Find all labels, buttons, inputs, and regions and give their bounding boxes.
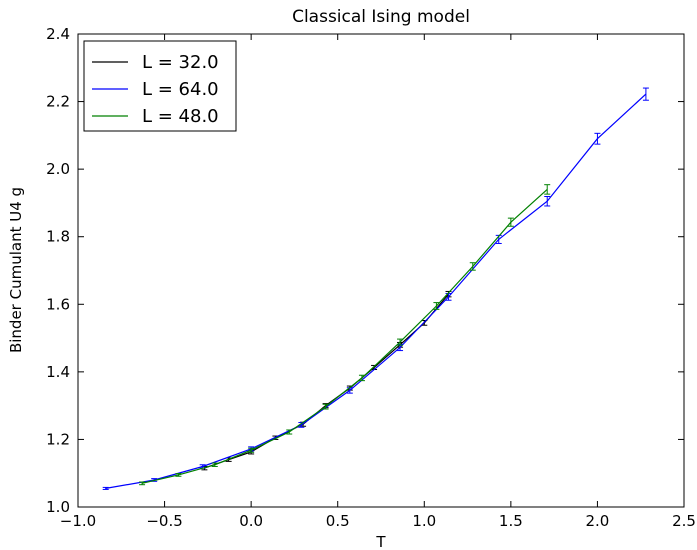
error-bar — [102, 486, 109, 490]
series-line — [105, 93, 647, 489]
error-bar — [248, 447, 255, 453]
x-tick-label: 0.0 — [239, 512, 263, 530]
x-tick-label: 0.5 — [326, 512, 350, 530]
error-bar — [397, 338, 404, 346]
error-bar — [544, 184, 551, 195]
legend-box — [83, 40, 237, 132]
x-tick-label: 1.5 — [499, 512, 523, 530]
y-tick-label: 1.6 — [46, 295, 70, 313]
series-line — [141, 188, 548, 484]
x-tick-label: 1.0 — [412, 512, 436, 530]
y-tick-label: 2.4 — [46, 25, 70, 43]
y-tick-label: 1.4 — [46, 363, 70, 381]
x-tick-label: −0.5 — [146, 512, 182, 530]
error-bar — [544, 196, 551, 207]
legend-label: L = 32.0 — [142, 52, 219, 73]
y-tick-label: 1.8 — [46, 228, 70, 246]
x-tick-label: 2.0 — [585, 512, 609, 530]
error-bar — [286, 429, 293, 435]
error-bar — [507, 217, 514, 227]
y-tick-label: 2.2 — [46, 93, 70, 111]
legend-label: L = 48.0 — [142, 106, 219, 127]
series-2 — [139, 184, 551, 486]
y-tick-label: 1.2 — [46, 430, 70, 448]
x-axis-label: T — [375, 533, 386, 550]
error-bar — [358, 374, 365, 382]
error-bar — [139, 481, 146, 486]
error-bar — [211, 462, 218, 467]
chart-title: Classical Ising model — [292, 7, 470, 27]
error-bar — [642, 87, 649, 101]
error-bar — [175, 473, 182, 477]
y-axis-label: Binder Cumulant U4 g — [7, 187, 25, 353]
plot-area: −1.0 −0.5 0.0 0.5 1.0 1.5 2.0 2.5 1.0 1.2 1.4 1.6 1.… — [46, 25, 696, 530]
y-tick-label: 1.0 — [46, 498, 70, 516]
series-layer — [102, 87, 649, 490]
plot-frame — [77, 33, 685, 508]
error-bar — [322, 403, 329, 410]
legend: L = 32.0 L = 64.0 L = 48.0 — [83, 40, 237, 132]
legend-label: L = 64.0 — [142, 79, 219, 100]
x-tick-label: −1.0 — [60, 512, 96, 530]
ticks-layer: −1.0 −0.5 0.0 0.5 1.0 1.5 2.0 2.5 1.0 1.2 1.4 1.6 1.… — [46, 25, 696, 530]
error-bar — [594, 132, 601, 145]
error-bar — [469, 262, 476, 271]
y-tick-label: 2.0 — [46, 160, 70, 178]
x-tick-label: 2.5 — [672, 512, 696, 530]
error-bar — [433, 302, 440, 310]
